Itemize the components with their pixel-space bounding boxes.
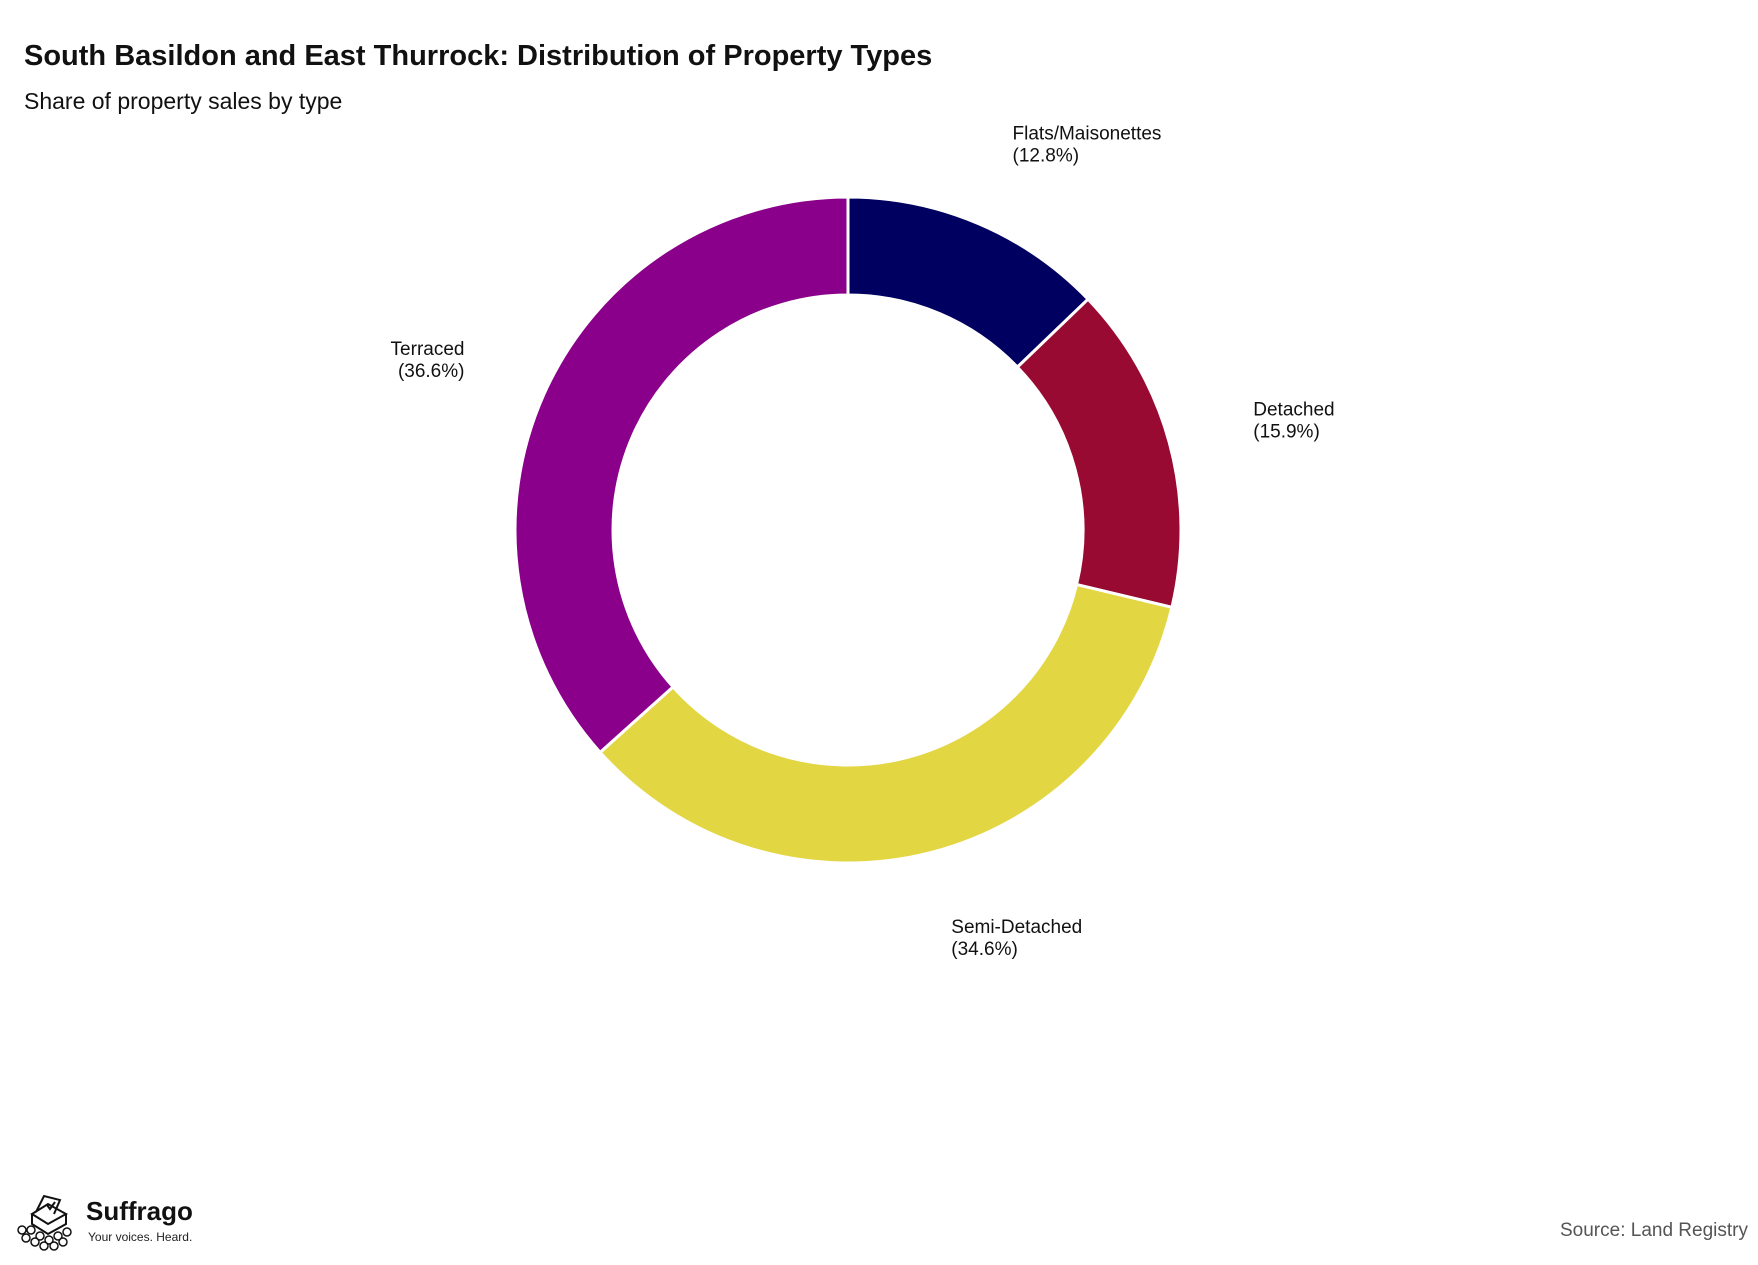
brand-tagline: Your voices. Heard. [88, 1230, 193, 1244]
slice-category-label: Detached [1253, 400, 1334, 421]
slice-terraced [513, 195, 850, 755]
slice-label-detached: Detached (15.9%) [1253, 400, 1334, 443]
slice-value-label: (34.6%) [951, 939, 1018, 960]
chart-title: South Basildon and East Thurrock: Distri… [24, 40, 933, 72]
slice-category-label: Semi-Detached [951, 917, 1082, 938]
source-note: Source: Land Registry [1560, 1220, 1748, 1241]
slice-category-label: Terraced [391, 339, 465, 360]
brand-name: Suffrago [86, 1196, 193, 1226]
chart-subtitle: Share of property sales by type [24, 88, 343, 114]
slice-value-label: (36.6%) [398, 361, 465, 382]
slice-label-terraced: Terraced (36.6%) [391, 339, 465, 382]
slice-semi-detached [597, 582, 1174, 865]
slice-label-flats-maisonettes: Flats/Maisonettes (12.8%) [1013, 124, 1162, 167]
slice-detached [1015, 297, 1183, 610]
slice-category-label: Flats/Maisonettes [1013, 124, 1162, 145]
slice-value-label: (15.9%) [1253, 422, 1320, 443]
slice-label-semi-detached: Semi-Detached (34.6%) [951, 917, 1082, 960]
suffrago-logo [17, 1194, 72, 1251]
slice-value-label: (12.8%) [1013, 146, 1080, 167]
